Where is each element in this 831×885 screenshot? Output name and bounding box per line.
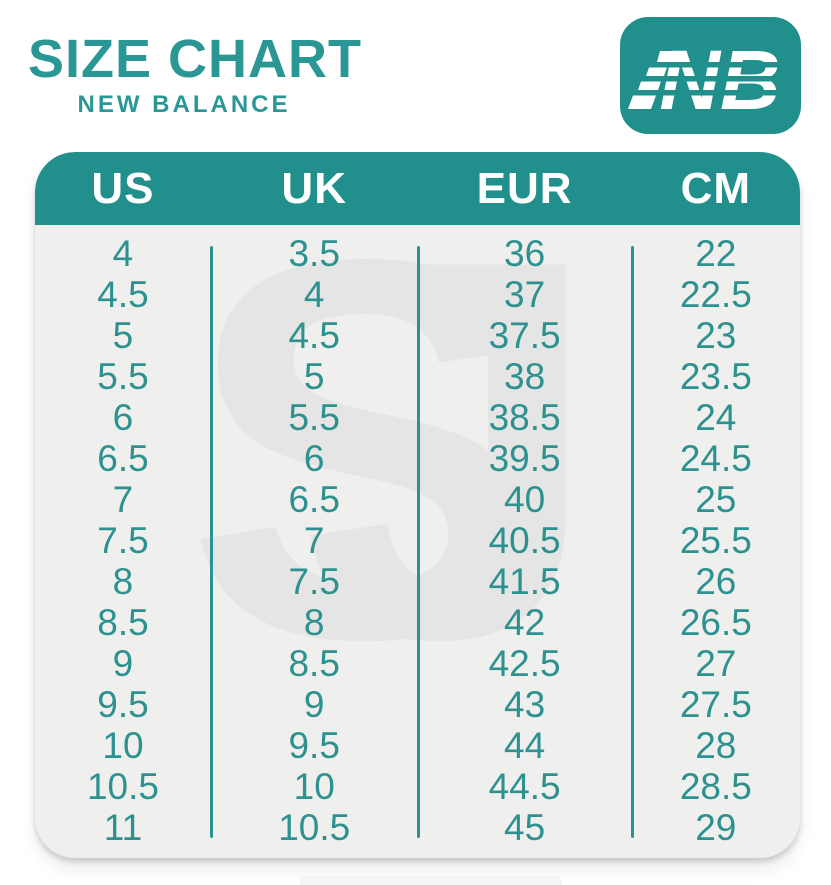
table-cell: 5 bbox=[303, 356, 325, 397]
table-cell: 7.5 bbox=[288, 561, 340, 602]
table-cell: 8 bbox=[112, 561, 134, 602]
table-cell: 8.5 bbox=[97, 602, 149, 643]
table-cell: 9.5 bbox=[288, 725, 340, 766]
table-cell: 8 bbox=[303, 602, 325, 643]
column-divider bbox=[631, 246, 634, 838]
table-cell: 5.5 bbox=[288, 397, 340, 438]
table-cell: 3.5 bbox=[288, 233, 340, 274]
table-cell: 27.5 bbox=[679, 684, 752, 725]
table-row: 10 9.5 44 28 bbox=[35, 725, 800, 766]
table-cell: 26.5 bbox=[679, 602, 752, 643]
table-cell: 10 bbox=[102, 725, 144, 766]
page-title: SIZE CHART bbox=[28, 29, 362, 89]
nb-logo-icon: NB bbox=[628, 33, 790, 127]
table-cell: 44 bbox=[504, 725, 546, 766]
table-cell: 38.5 bbox=[488, 397, 561, 438]
table-cell: 42 bbox=[504, 602, 546, 643]
table-cell: 9 bbox=[112, 643, 134, 684]
table-row: 11 10.5 45 29 bbox=[35, 807, 800, 848]
table-cell: 4 bbox=[112, 233, 134, 274]
table-cell: 11 bbox=[103, 807, 143, 848]
table-cell: 8.5 bbox=[288, 643, 340, 684]
column-header: EUR bbox=[476, 163, 573, 213]
table-cell: 6 bbox=[303, 438, 325, 479]
table-cell: 4.5 bbox=[97, 274, 149, 315]
column-divider bbox=[210, 246, 213, 838]
column-header: CM bbox=[680, 163, 752, 213]
table-row: 9.5 9 43 27.5 bbox=[35, 684, 800, 725]
table-cell: 6.5 bbox=[288, 479, 340, 520]
table-cell: 29 bbox=[695, 807, 737, 848]
table-row: 6.5 6 39.5 24.5 bbox=[35, 438, 800, 479]
column-header: US bbox=[91, 163, 155, 213]
table-cell: 27 bbox=[695, 643, 737, 684]
table-cell: 6.5 bbox=[97, 438, 149, 479]
table-cell: 22 bbox=[695, 233, 737, 274]
table-cell: 45 bbox=[504, 807, 546, 848]
table-cell: 44.5 bbox=[488, 766, 561, 807]
table-row: 7.5 7 40.5 25.5 bbox=[35, 520, 800, 561]
table-cell: 4 bbox=[303, 274, 325, 315]
table-cell: 5 bbox=[112, 315, 134, 356]
table-row: 4.5 4 37 22.5 bbox=[35, 274, 800, 315]
table-cell: 25 bbox=[695, 479, 737, 520]
table-cell: 36 bbox=[504, 233, 546, 274]
table-cell: 38 bbox=[504, 356, 546, 397]
title-block: SIZE CHART NEW BALANCE bbox=[28, 29, 362, 119]
table-cell: 28.5 bbox=[679, 766, 752, 807]
table-cell: 9 bbox=[303, 684, 325, 725]
table-cell: 42.5 bbox=[488, 643, 561, 684]
table-cell: 28 bbox=[695, 725, 737, 766]
table-cell: 10.5 bbox=[86, 766, 159, 807]
table-cell: 40 bbox=[504, 479, 546, 520]
table-cell: 9.5 bbox=[97, 684, 149, 725]
table-row: 4 3.5 36 22 bbox=[35, 233, 800, 274]
table-cell: 5.5 bbox=[97, 356, 149, 397]
table-cell: 23.5 bbox=[679, 356, 752, 397]
table-cell: 41.5 bbox=[488, 561, 561, 602]
table-cell: 7.5 bbox=[97, 520, 149, 561]
table-cell: 23 bbox=[695, 315, 737, 356]
cropped-bottom-element bbox=[300, 876, 562, 885]
table-row: 10.5 10 44.5 28.5 bbox=[35, 766, 800, 807]
table-cell: 37.5 bbox=[488, 315, 561, 356]
table-cell: 6 bbox=[112, 397, 134, 438]
table-cell: 10.5 bbox=[278, 807, 351, 848]
page-subtitle: NEW BALANCE bbox=[77, 91, 291, 119]
table-cell: 39.5 bbox=[488, 438, 561, 479]
table-cell: 7 bbox=[112, 479, 134, 520]
column-header: UK bbox=[281, 163, 347, 213]
size-table-header: US UK EUR CM bbox=[35, 152, 800, 225]
new-balance-logo: NB bbox=[620, 17, 801, 134]
table-cell: 22.5 bbox=[679, 274, 752, 315]
table-cell: 26 bbox=[695, 561, 737, 602]
table-row: 6 5.5 38.5 24 bbox=[35, 397, 800, 438]
table-cell: 10 bbox=[293, 766, 335, 807]
table-cell: 4.5 bbox=[288, 315, 340, 356]
table-cell: 7 bbox=[303, 520, 325, 561]
table-cell: 43 bbox=[504, 684, 546, 725]
table-row: 5 4.5 37.5 23 bbox=[35, 315, 800, 356]
column-divider bbox=[417, 246, 420, 838]
table-cell: 37 bbox=[504, 274, 546, 315]
table-cell: 24 bbox=[695, 397, 737, 438]
size-table: SJ US UK EUR CM 4 3.5 36 22 4.5 4 37 22.5 5 4.5 37.5 2… bbox=[35, 152, 800, 858]
table-row: 8 7.5 41.5 26 bbox=[35, 561, 800, 602]
table-cell: 25.5 bbox=[679, 520, 752, 561]
table-cell: 24.5 bbox=[679, 438, 752, 479]
table-row: 9 8.5 42.5 27 bbox=[35, 643, 800, 684]
table-cell: 40.5 bbox=[488, 520, 561, 561]
table-row: 5.5 5 38 23.5 bbox=[35, 356, 800, 397]
table-row: 8.5 8 42 26.5 bbox=[35, 602, 800, 643]
table-row: 7 6.5 40 25 bbox=[35, 479, 800, 520]
size-table-body: 4 3.5 36 22 4.5 4 37 22.5 5 4.5 37.5 23 5.5 5 38 23.5 6 5… bbox=[35, 225, 800, 858]
